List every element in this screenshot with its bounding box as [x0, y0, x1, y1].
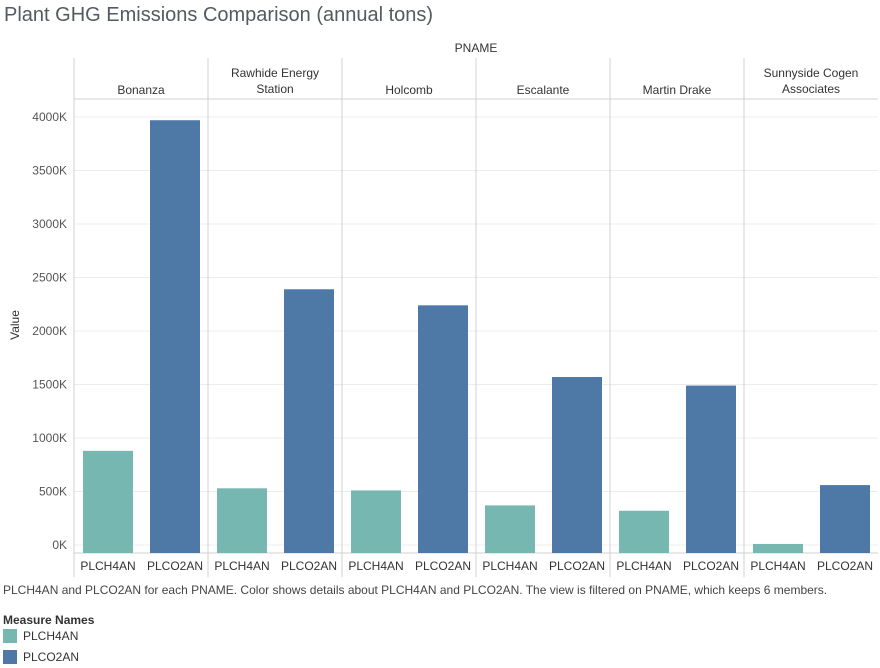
x-tick-label: PLCO2AN: [817, 559, 873, 573]
x-tick-label: PLCH4AN: [348, 559, 403, 573]
panel-header-label: Holcomb: [385, 83, 433, 97]
bar-plch4an[interactable]: [351, 490, 401, 553]
legend-label-plco2an: PLCO2AN: [23, 650, 80, 664]
panel-header-label: Station: [256, 82, 293, 96]
panel-header-label: Sunnyside Cogen: [764, 66, 859, 80]
x-tick-label: PLCO2AN: [683, 559, 739, 573]
legend-item-plco2an[interactable]: PLCO2AN: [3, 649, 79, 665]
panel-headers: Bonanza Rawhide Energy Station Holcomb Escal…: [117, 66, 858, 97]
legend-swatch-plch4an: [3, 629, 17, 643]
y-tick-label: 1500K: [32, 378, 67, 392]
x-tick-label: PLCH4AN: [214, 559, 269, 573]
bar-plco2an[interactable]: [552, 377, 602, 553]
column-header-label: PNAME: [455, 41, 498, 55]
x-tick-label: PLCO2AN: [147, 559, 203, 573]
panel-header-label: Escalante: [517, 83, 570, 97]
panel-header-label: Bonanza: [117, 83, 165, 97]
y-tick-label: 3000K: [32, 217, 67, 231]
bar-plch4an[interactable]: [83, 450, 133, 553]
bars: [83, 120, 870, 554]
x-tick-label: PLCH4AN: [616, 559, 671, 573]
legend-swatch-plco2an: [3, 650, 17, 664]
legend-title: Measure Names: [3, 613, 95, 627]
panel-header-label: Rawhide Energy: [231, 66, 319, 80]
chart-caption: PLCH4AN and PLCO2AN for each PNAME. Colo…: [3, 583, 828, 597]
y-tick-label: 0K: [52, 538, 67, 552]
legend-item-plch4an[interactable]: PLCH4AN: [3, 628, 78, 644]
bar-plch4an[interactable]: [485, 505, 535, 553]
y-tick-label: 2500K: [32, 271, 67, 285]
bar-plch4an[interactable]: [217, 488, 267, 553]
bar-plco2an[interactable]: [150, 120, 200, 554]
x-tick-label: PLCO2AN: [415, 559, 471, 573]
y-axis-label: Value: [8, 310, 22, 340]
bar-chart: PNAME Value 0K 500K 1000K 1500K 2000K 2500K 30…: [8, 41, 878, 577]
panel-header-label: Associates: [782, 82, 840, 96]
panel-header-label: Martin Drake: [643, 83, 712, 97]
bar-plch4an[interactable]: [753, 543, 803, 553]
x-tick-label: PLCH4AN: [482, 559, 537, 573]
bar-plco2an[interactable]: [686, 385, 736, 553]
legend-label-plch4an: PLCH4AN: [23, 629, 79, 643]
x-tick-label: PLCO2AN: [549, 559, 605, 573]
y-tick-label: 1000K: [32, 431, 67, 445]
x-tick-label: PLCH4AN: [80, 559, 135, 573]
y-tick-label: 500K: [39, 485, 67, 499]
panel-frames: [73, 58, 878, 577]
x-tick-label: PLCO2AN: [281, 559, 337, 573]
bar-plco2an[interactable]: [418, 305, 468, 553]
bar-plch4an[interactable]: [619, 510, 669, 553]
bar-plco2an[interactable]: [820, 485, 870, 553]
chart-title: Plant GHG Emissions Comparison (annual t…: [4, 4, 434, 26]
y-tick-label: 2000K: [32, 324, 67, 338]
y-tick-label: 3500K: [32, 164, 67, 178]
x-axis-ticks: PLCH4AN PLCO2AN PLCH4AN PLCO2AN PLCH4AN PLCO2…: [80, 559, 873, 573]
x-tick-label: PLCH4AN: [750, 559, 805, 573]
y-axis-ticks: 0K 500K 1000K 1500K 2000K 2500K 3000K 3500K 4000…: [32, 110, 67, 552]
y-tick-label: 4000K: [32, 110, 67, 124]
bar-plco2an[interactable]: [284, 289, 334, 553]
